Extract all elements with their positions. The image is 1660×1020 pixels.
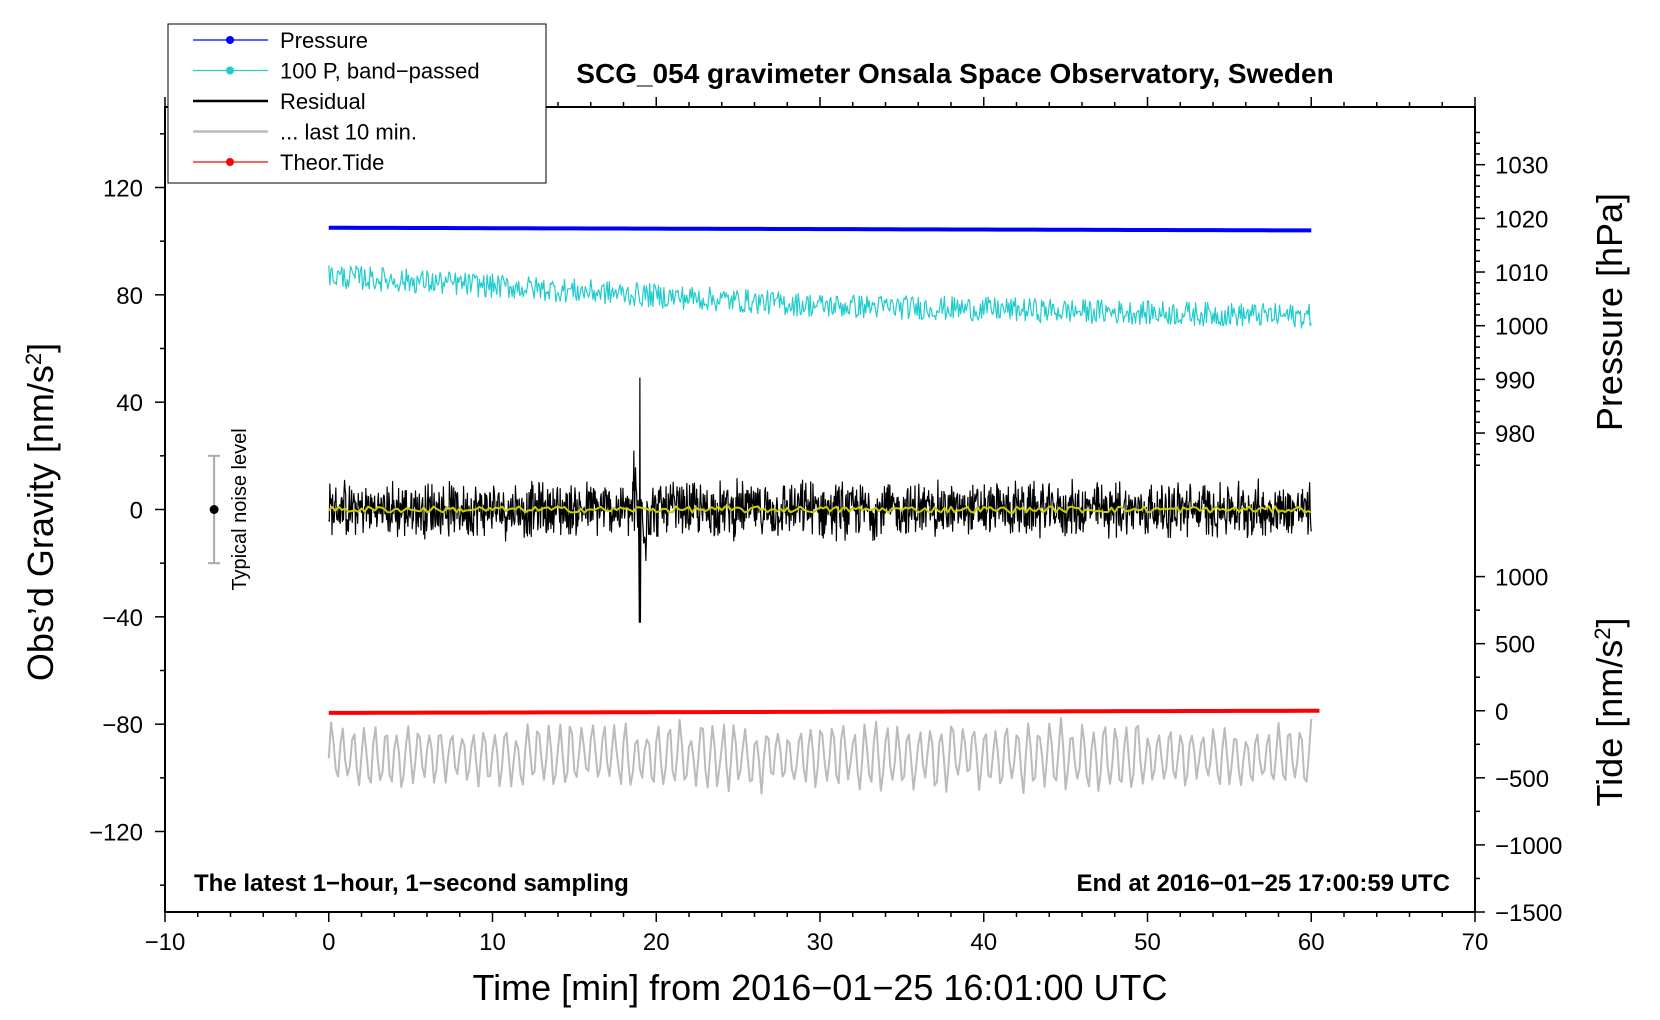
noise-dot xyxy=(209,505,219,514)
legend-box xyxy=(167,23,547,184)
series-band-passed xyxy=(328,265,1312,329)
y-axis-tide-title-main: Tide [nm/s xyxy=(1589,640,1630,807)
series-layer xyxy=(327,225,1320,795)
y-tick-label-left: −80 xyxy=(102,712,143,739)
y-axis-left-title-main: Obs’d Gravity [nm/s xyxy=(20,365,61,681)
x-tick-label: 10 xyxy=(479,929,506,956)
pressure-tick-label: 1020 xyxy=(1495,206,1548,233)
pressure-tick-label: 1010 xyxy=(1495,260,1548,287)
tide-tick-label: 0 xyxy=(1495,699,1508,726)
tide-tick-label: −1000 xyxy=(1495,833,1562,860)
y-axis-tide-title-sup: 2 xyxy=(1590,628,1615,640)
noise-level-indicator: Typical noise level xyxy=(208,428,251,591)
x-tick-label: 70 xyxy=(1462,929,1489,956)
y-axis-tide-title-end: ] xyxy=(1589,618,1630,628)
y-tick-label-left: −120 xyxy=(89,820,143,847)
legend-label: Pressure xyxy=(280,28,368,53)
legend-label: Residual xyxy=(280,89,366,114)
legend-marker xyxy=(226,66,234,75)
pressure-tick-label: 1000 xyxy=(1495,314,1548,341)
ticks-layer: −10 0 10 20 30 40 50 60 7012080400−40−80−1201030… xyxy=(89,97,1562,956)
series-residual xyxy=(328,377,1312,623)
series-last-10-min xyxy=(327,716,1313,795)
y-tick-label-left: 120 xyxy=(103,176,143,203)
noise-label: Typical noise level xyxy=(229,428,251,590)
series-pressure xyxy=(328,225,1312,233)
legend-marker xyxy=(226,36,234,44)
y-axis-left-title: Obs’d Gravity [nm/s2] xyxy=(20,343,61,681)
series-theoretical-tide xyxy=(328,708,1320,715)
tide-tick-label: 500 xyxy=(1495,632,1535,659)
x-tick-label: 60 xyxy=(1298,929,1325,956)
x-tick-label: −10 xyxy=(145,929,186,956)
legend: Pressure 100 P, band−passed Residual ... la… xyxy=(167,23,547,184)
pressure-tick-label: 1030 xyxy=(1495,153,1548,180)
footer-right: End at 2016−01−25 17:00:59 UTC xyxy=(1076,870,1450,897)
x-tick-label: 0 xyxy=(322,929,335,956)
series-residual-smoothed xyxy=(328,505,1312,514)
x-tick-label: 50 xyxy=(1134,929,1161,956)
tide-tick-label: 1000 xyxy=(1495,565,1548,592)
legend-label: 100 P, band−passed xyxy=(280,59,480,84)
y-axis-left-title-sup: 2 xyxy=(21,353,46,365)
legend-label: ... last 10 min. xyxy=(280,120,417,145)
y-tick-label-left: 80 xyxy=(116,283,143,310)
x-axis-title: Time [min] from 2016−01−25 16:01:00 UTC xyxy=(472,967,1167,1008)
tide-tick-label: −1500 xyxy=(1495,900,1562,927)
legend-marker xyxy=(226,158,234,166)
y-tick-label-left: 0 xyxy=(130,498,143,525)
pressure-tick-label: 990 xyxy=(1495,367,1535,394)
y-tick-label-left: −40 xyxy=(102,605,143,632)
x-tick-label: 40 xyxy=(970,929,997,956)
pressure-tick-label: 980 xyxy=(1495,421,1535,448)
y-axis-tide-title: Tide [nm/s2] xyxy=(1589,618,1630,807)
legend-label: Theor.Tide xyxy=(280,150,384,175)
y-axis-left-title-end: ] xyxy=(20,343,61,353)
chart-title: SCG_054 gravimeter Onsala Space Observat… xyxy=(576,58,1333,89)
y-tick-label-left: 40 xyxy=(116,390,143,417)
footer-left: The latest 1−hour, 1−second sampling xyxy=(194,870,629,897)
x-tick-label: 20 xyxy=(643,929,670,956)
tide-tick-label: −500 xyxy=(1495,766,1549,793)
y-axis-pressure-title: Pressure [hPa] xyxy=(1589,193,1630,431)
x-tick-label: 30 xyxy=(807,929,834,956)
